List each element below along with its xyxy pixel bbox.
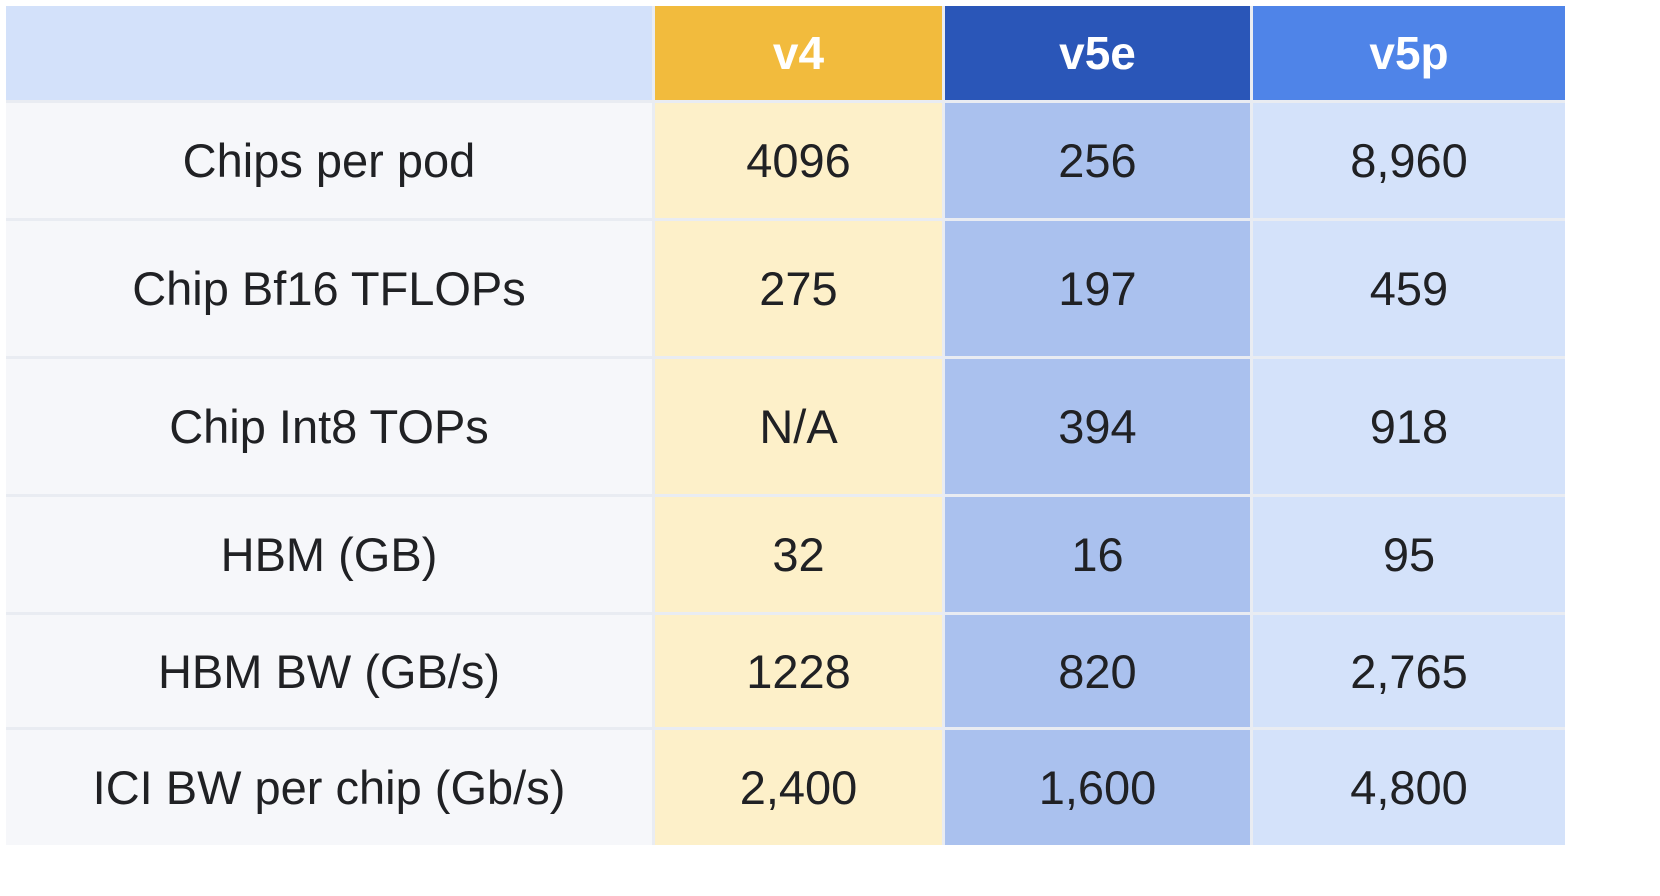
cell-v5e-bf16-tflops: 197 bbox=[945, 221, 1250, 356]
tpu-comparison-table: v4 v5e v5p Chips per pod 4096 256 8,960 … bbox=[6, 6, 1565, 845]
row-label-bf16-tflops: Chip Bf16 TFLOPs bbox=[6, 221, 652, 356]
cell-v4-hbm-gb: 32 bbox=[655, 497, 942, 612]
cell-v5p-ici-bw: 4,800 bbox=[1253, 730, 1565, 845]
cell-v5e-hbm-gb: 16 bbox=[945, 497, 1250, 612]
cell-v5p-hbm-gb: 95 bbox=[1253, 497, 1565, 612]
cell-v5p-chips-per-pod: 8,960 bbox=[1253, 103, 1565, 218]
cell-v5e-int8-tops: 394 bbox=[945, 359, 1250, 494]
header-corner-cell bbox=[6, 6, 652, 100]
cell-v5e-hbm-bw: 820 bbox=[945, 615, 1250, 727]
cell-v5p-int8-tops: 918 bbox=[1253, 359, 1565, 494]
cell-v4-hbm-bw: 1228 bbox=[655, 615, 942, 727]
row-label-ici-bw: ICI BW per chip (Gb/s) bbox=[6, 730, 652, 845]
cell-v5p-bf16-tflops: 459 bbox=[1253, 221, 1565, 356]
cell-v5e-ici-bw: 1,600 bbox=[945, 730, 1250, 845]
cell-v4-int8-tops: N/A bbox=[655, 359, 942, 494]
header-v5e: v5e bbox=[945, 6, 1250, 100]
cell-v4-chips-per-pod: 4096 bbox=[655, 103, 942, 218]
cell-v4-ici-bw: 2,400 bbox=[655, 730, 942, 845]
row-label-hbm-gb: HBM (GB) bbox=[6, 497, 652, 612]
header-v4: v4 bbox=[655, 6, 942, 100]
row-label-hbm-bw: HBM BW (GB/s) bbox=[6, 615, 652, 727]
row-label-int8-tops: Chip Int8 TOPs bbox=[6, 359, 652, 494]
cell-v5e-chips-per-pod: 256 bbox=[945, 103, 1250, 218]
cell-v4-bf16-tflops: 275 bbox=[655, 221, 942, 356]
cell-v5p-hbm-bw: 2,765 bbox=[1253, 615, 1565, 727]
header-v5p: v5p bbox=[1253, 6, 1565, 100]
row-label-chips-per-pod: Chips per pod bbox=[6, 103, 652, 218]
